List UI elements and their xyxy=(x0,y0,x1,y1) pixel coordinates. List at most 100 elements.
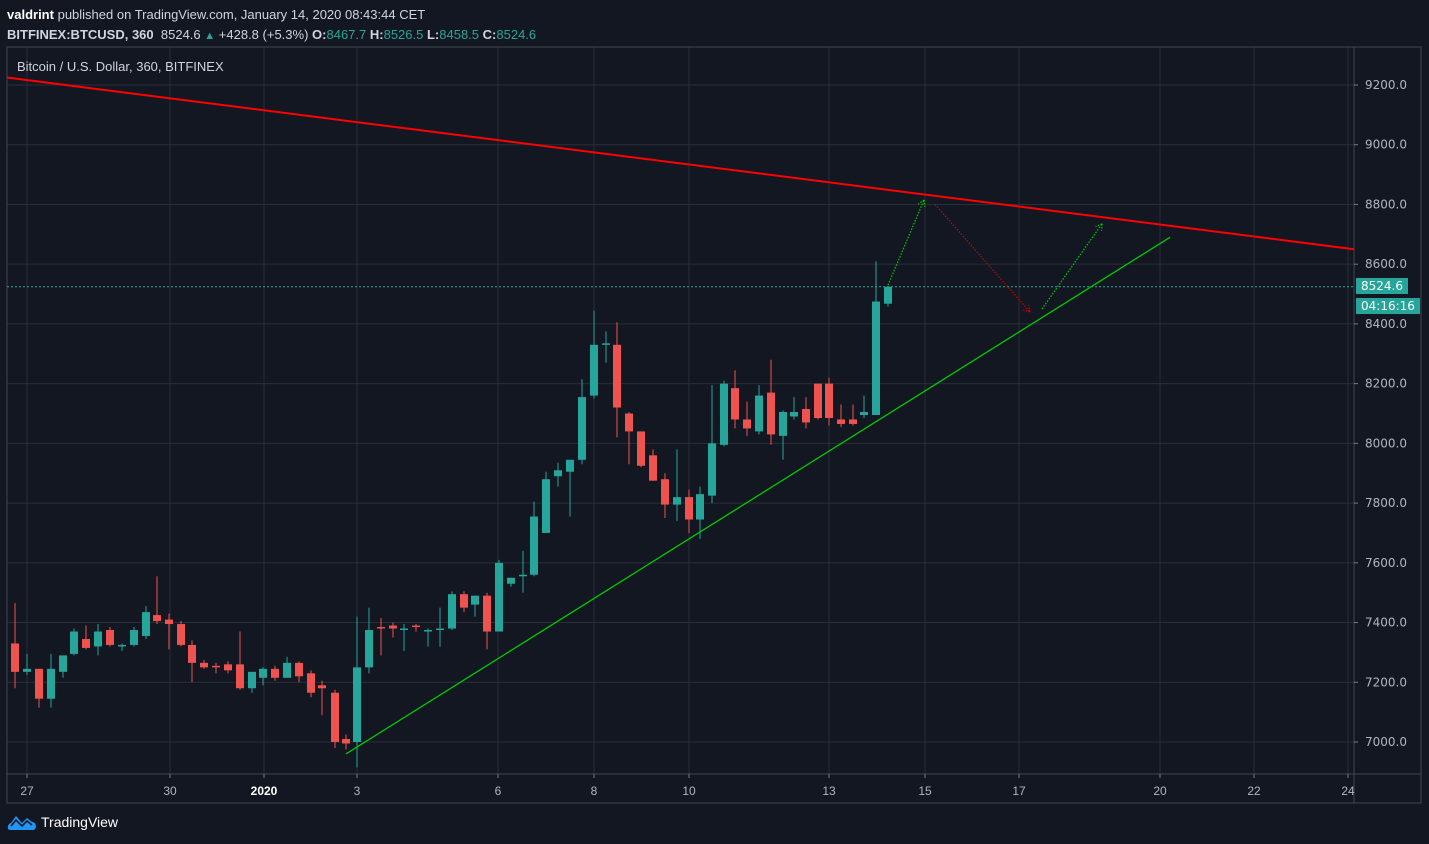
time-tick: 8 xyxy=(591,784,598,798)
projection-arrows[interactable] xyxy=(887,199,1103,313)
candle xyxy=(590,310,598,399)
high-value: 8526.5 xyxy=(383,27,424,42)
price-tick: 8600.0 xyxy=(1365,257,1407,271)
candle xyxy=(153,576,161,625)
candle xyxy=(731,370,739,429)
candle xyxy=(177,621,185,647)
candle xyxy=(212,662,220,674)
candle xyxy=(673,449,681,522)
candle xyxy=(165,613,173,650)
candle xyxy=(884,286,892,307)
candle xyxy=(59,655,67,678)
brand-name: TradingView xyxy=(41,814,119,830)
candle xyxy=(236,631,244,690)
candle xyxy=(70,628,78,656)
candle xyxy=(259,667,267,686)
candle xyxy=(82,625,90,650)
price-tick: 7600.0 xyxy=(1365,556,1407,570)
candle xyxy=(307,670,315,698)
price-tick: 8000.0 xyxy=(1365,436,1407,450)
candle xyxy=(23,653,31,675)
candle xyxy=(11,603,19,689)
candle xyxy=(802,397,810,429)
candles xyxy=(11,261,892,768)
price-tick: 8400.0 xyxy=(1365,317,1407,331)
time-tick: 27 xyxy=(20,784,34,798)
countdown-label: 04:16:16 xyxy=(1356,298,1420,314)
support-trend-line[interactable] xyxy=(345,236,1171,755)
candle xyxy=(649,449,657,481)
candle xyxy=(779,410,787,460)
price-tick: 9200.0 xyxy=(1365,78,1407,92)
footer-brand[interactable]: TradingView xyxy=(7,813,118,831)
candle xyxy=(578,379,586,465)
candle xyxy=(35,668,43,708)
candle xyxy=(860,395,868,418)
current-price-label: 8524.6 xyxy=(1356,277,1408,294)
candle xyxy=(224,661,232,674)
time-tick: 30 xyxy=(163,784,177,798)
published-text: published on TradingView.com, January 14… xyxy=(57,7,426,22)
resistance-trend-line[interactable] xyxy=(6,76,1355,251)
publication-line: valdrint published on TradingView.com, J… xyxy=(7,5,536,25)
candle xyxy=(342,734,350,750)
time-axis[interactable]: 27 30 2020 3 6 8 10 13 15 17 20 22 24 xyxy=(20,774,1355,798)
price-tick: 8200.0 xyxy=(1365,377,1407,391)
candle xyxy=(118,643,126,651)
candle xyxy=(837,404,845,427)
candle xyxy=(188,640,196,683)
candle xyxy=(271,665,279,681)
candle xyxy=(471,595,479,617)
candle xyxy=(566,459,574,517)
candle xyxy=(94,624,102,656)
trend-lines[interactable] xyxy=(6,76,1355,755)
candle xyxy=(448,591,456,631)
projection-arrow-icon[interactable] xyxy=(934,204,1031,313)
candle xyxy=(47,653,55,708)
candle xyxy=(602,331,610,363)
candle xyxy=(743,401,751,436)
candle xyxy=(436,607,444,647)
candle xyxy=(460,591,468,613)
candle xyxy=(708,385,716,504)
candle xyxy=(625,412,633,465)
price-change: +428.8 (+5.3%) xyxy=(218,27,309,42)
low-label: L: xyxy=(426,27,440,42)
candle xyxy=(106,627,114,647)
candle xyxy=(495,559,503,632)
author-name[interactable]: valdrint xyxy=(7,7,54,22)
candle xyxy=(530,501,538,577)
candle xyxy=(389,622,397,638)
time-tick: 6 xyxy=(495,784,502,798)
price-tick: 7000.0 xyxy=(1365,735,1407,749)
projection-arrow-icon[interactable] xyxy=(1041,223,1103,310)
tradingview-logo-icon xyxy=(7,816,36,830)
candle xyxy=(130,627,138,647)
candle xyxy=(720,380,728,447)
candle xyxy=(353,616,361,768)
time-tick: 20 xyxy=(1153,784,1167,798)
price-tick: 8800.0 xyxy=(1365,197,1407,211)
high-label: H: xyxy=(369,27,384,42)
up-triangle-icon: ▲ xyxy=(204,30,216,42)
projection-arrow-icon[interactable] xyxy=(887,199,926,286)
candle xyxy=(295,661,303,683)
candle xyxy=(790,397,798,420)
price-axis[interactable]: 7000.0 7200.0 7400.0 7600.0 7800.0 8000.0 8200… xyxy=(1354,78,1407,749)
low-value: 8458.5 xyxy=(439,27,480,42)
candle xyxy=(767,359,775,445)
price-tick: 7200.0 xyxy=(1365,675,1407,689)
candle xyxy=(424,628,432,647)
time-tick: 2020 xyxy=(251,784,278,798)
candle xyxy=(637,431,645,468)
candle xyxy=(507,577,515,587)
last-price: 8524.6 xyxy=(160,27,201,42)
candle xyxy=(519,550,527,593)
candle xyxy=(200,659,208,669)
candle xyxy=(318,680,326,716)
candle xyxy=(400,624,408,651)
candle xyxy=(331,689,339,748)
candle xyxy=(755,385,763,435)
candle xyxy=(613,322,621,438)
